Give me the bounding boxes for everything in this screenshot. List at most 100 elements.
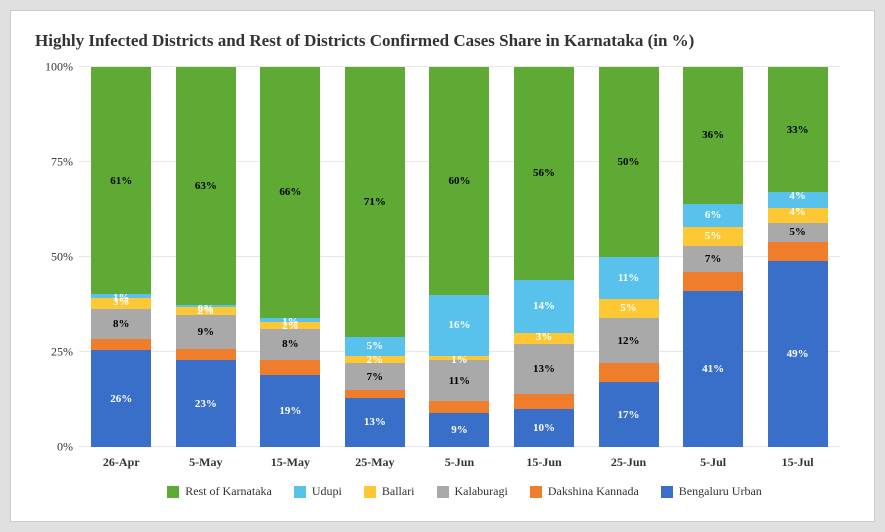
- y-tick-label: 75%: [35, 155, 73, 170]
- bar-segment-ballari: 4%: [768, 208, 828, 223]
- segment-label: 23%: [195, 398, 217, 410]
- y-tick-label: 100%: [35, 60, 73, 75]
- segment-label: 9%: [451, 424, 468, 436]
- segment-label: 11%: [618, 272, 639, 284]
- bar-segment-udupi: 1%: [260, 318, 320, 322]
- segment-label: 56%: [533, 167, 555, 179]
- legend-swatch: [437, 486, 449, 498]
- legend-swatch: [530, 486, 542, 498]
- x-tick-label: 5-Jun: [429, 455, 489, 470]
- bar-segment-dakshina_kannada: [91, 339, 151, 350]
- bar-segment-dakshina_kannada: [429, 401, 489, 412]
- bar-segment-kalaburagi: 13%: [514, 344, 574, 393]
- x-tick-label: 5-May: [176, 455, 236, 470]
- bar-segment-dakshina_kannada: [683, 272, 743, 291]
- segment-label: 13%: [364, 416, 386, 428]
- bar-segment-kalaburagi: 9%: [176, 315, 236, 349]
- bar-segment-bengaluru_urban: 19%: [260, 375, 320, 447]
- bar-segment-rest: 36%: [683, 67, 743, 204]
- segment-label: 9%: [198, 326, 215, 338]
- segment-label: 8%: [113, 318, 130, 330]
- legend-item-ballari: Ballari: [364, 484, 415, 499]
- segment-label: 4%: [789, 190, 806, 202]
- legend-swatch: [294, 486, 306, 498]
- legend-label: Kalaburagi: [455, 484, 508, 499]
- bar-column: 17%12%5%11%50%: [599, 67, 659, 447]
- bar-segment-rest: 50%: [599, 67, 659, 257]
- bar-segment-dakshina_kannada: [260, 360, 320, 375]
- bar-segment-udupi: 16%: [429, 295, 489, 356]
- legend-item-bengaluru_urban: Bengaluru Urban: [661, 484, 762, 499]
- bar-segment-bengaluru_urban: 10%: [514, 409, 574, 447]
- segment-label: 61%: [110, 175, 132, 187]
- segment-label: 14%: [533, 300, 555, 312]
- y-tick-label: 25%: [35, 345, 73, 360]
- bar-segment-rest: 61%: [91, 67, 151, 294]
- legend-label: Dakshina Kannada: [548, 484, 639, 499]
- bar-segment-ballari: 2%: [345, 356, 405, 364]
- plot-area: 0%25%50%75%100% 26%8%3%1%61%23%9%2%0%63%…: [79, 67, 840, 447]
- bars-group: 26% 8% 3% 1% 61% 23% 9% 2% 0% 63% 19%8%2%1%66% 13% 7…: [79, 67, 840, 447]
- bar-segment-rest: 66%: [260, 67, 320, 318]
- segment-label: 7%: [705, 253, 722, 265]
- bar-segment-bengaluru_urban: 26%: [91, 350, 151, 447]
- segment-label: 63%: [195, 180, 217, 192]
- legend-item-rest: Rest of Karnataka: [167, 484, 272, 499]
- bar-segment-rest: 71%: [345, 67, 405, 337]
- segment-label: 5%: [367, 340, 384, 352]
- bar-segment-bengaluru_urban: 17%: [599, 382, 659, 447]
- bar-segment-rest: 60%: [429, 67, 489, 295]
- bar-segment-dakshina_kannada: [599, 363, 659, 382]
- segment-label: 7%: [367, 371, 384, 383]
- bar-segment-kalaburagi: 5%: [768, 223, 828, 242]
- y-tick-label: 50%: [35, 250, 73, 265]
- bar-column: 23%9%2%0%63%: [176, 67, 236, 447]
- legend-item-kalaburagi: Kalaburagi: [437, 484, 508, 499]
- bar-column: 10% 13%3% 14% 56%: [514, 67, 574, 447]
- chart-title: Highly Infected Districts and Rest of Di…: [35, 31, 850, 51]
- bar-segment-bengaluru_urban: 49%: [768, 261, 828, 447]
- bar-column: 49%5%4%4%33%: [768, 67, 828, 447]
- bar-segment-udupi: 6%: [683, 204, 743, 227]
- bar-segment-kalaburagi: 8%: [91, 309, 151, 339]
- segment-label: 49%: [787, 348, 809, 360]
- segment-label: 33%: [787, 124, 809, 136]
- bar-segment-udupi: 11%: [599, 257, 659, 299]
- legend-label: Rest of Karnataka: [185, 484, 272, 499]
- bar-segment-kalaburagi: 7%: [345, 363, 405, 390]
- x-tick-label: 5-Jul: [683, 455, 743, 470]
- legend-label: Bengaluru Urban: [679, 484, 762, 499]
- x-tick-label: 15-Jun: [514, 455, 574, 470]
- bar-segment-bengaluru_urban: 9%: [429, 413, 489, 447]
- legend-swatch: [167, 486, 179, 498]
- bar-segment-bengaluru_urban: 13%: [345, 398, 405, 447]
- legend-swatch: [661, 486, 673, 498]
- segment-label: 19%: [279, 405, 301, 417]
- segment-label: 50%: [618, 156, 640, 168]
- chart-container: Highly Infected Districts and Rest of Di…: [10, 10, 875, 522]
- segment-label: 17%: [618, 409, 640, 421]
- bar-column: 19%8%2%1%66%: [260, 67, 320, 447]
- x-tick-label: 25-Jun: [599, 455, 659, 470]
- legend-label: Udupi: [312, 484, 342, 499]
- segment-label: 16%: [448, 319, 470, 331]
- bar-segment-ballari: 5%: [683, 227, 743, 246]
- bar-segment-udupi: 0%: [176, 305, 236, 307]
- segment-label: 3%: [536, 331, 553, 343]
- segment-label: 41%: [702, 363, 724, 375]
- segment-label: 60%: [448, 175, 470, 187]
- bar-column: 13% 7% 2% 5% 71%: [345, 67, 405, 447]
- bar-segment-dakshina_kannada: [176, 349, 236, 360]
- bar-segment-rest: 63%: [176, 67, 236, 305]
- legend-item-udupi: Udupi: [294, 484, 342, 499]
- bar-segment-ballari: 1%: [429, 356, 489, 360]
- bar-segment-dakshina_kannada: [768, 242, 828, 261]
- segment-label: 11%: [449, 375, 470, 387]
- legend-item-dakshina_kannada: Dakshina Kannada: [530, 484, 639, 499]
- bar-segment-udupi: 1%: [91, 294, 151, 298]
- bar-column: 26%8%3%1%61%: [91, 67, 151, 447]
- segment-label: 1%: [451, 354, 468, 366]
- segment-label: 10%: [533, 422, 555, 434]
- legend-swatch: [364, 486, 376, 498]
- legend: Rest of Karnataka Udupi Ballari Kalaburagi D…: [79, 484, 850, 499]
